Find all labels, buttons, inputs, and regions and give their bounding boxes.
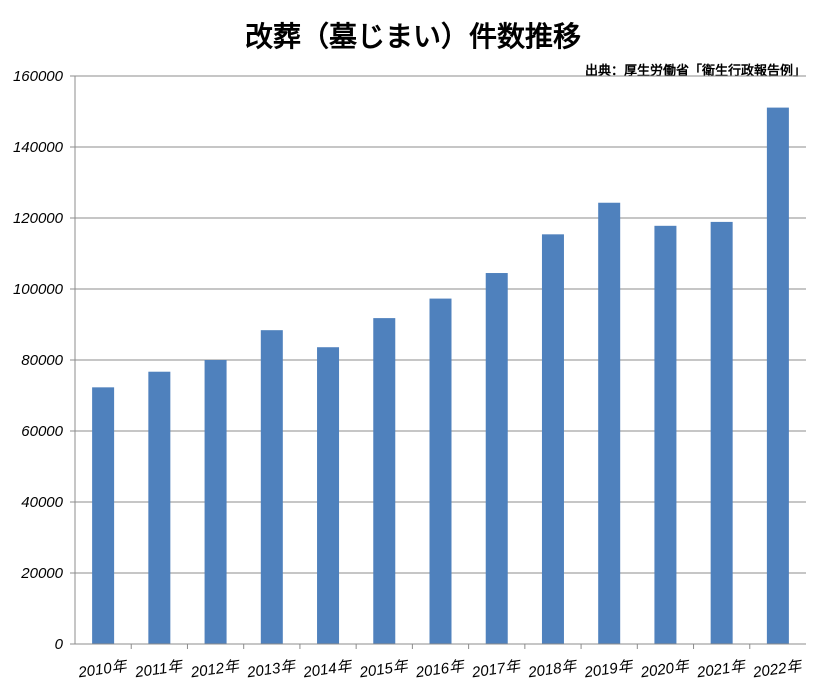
y-tick-label: 120000 — [13, 210, 64, 227]
bar-2019年 — [598, 202, 621, 645]
bars — [92, 107, 789, 645]
bar-2022年 — [766, 107, 789, 645]
x-tick-label: 2012年 — [189, 657, 242, 681]
y-tick-label: 80000 — [21, 352, 63, 369]
y-tick-label: 160000 — [13, 68, 64, 85]
x-tick-label: 2021年 — [695, 657, 748, 681]
x-tick-label: 2015年 — [358, 657, 411, 681]
x-tick-label: 2010年 — [76, 657, 129, 681]
bar-2012年 — [204, 360, 227, 644]
bar-2014年 — [317, 347, 340, 644]
y-tick-label: 140000 — [13, 139, 64, 156]
x-axis-tick-labels: 2010年 2011年 2012年 2013年 2014年 2015年 2016年 2017年… — [76, 657, 804, 681]
chart-source-note: 出典：厚生労働省「衛生行政報告例」 — [585, 63, 806, 79]
bar-2013年 — [260, 330, 283, 644]
x-tick-label: 2019年 — [582, 657, 635, 681]
bar-2017年 — [485, 273, 508, 644]
y-tick-label: 20000 — [20, 565, 63, 582]
bar-2018年 — [541, 234, 564, 644]
bar-2021年 — [710, 221, 733, 644]
bar-2020年 — [654, 225, 677, 644]
x-tick-label: 2020年 — [639, 657, 692, 681]
y-tick-label: 60000 — [21, 423, 63, 440]
y-tick-label: 0 — [55, 636, 64, 653]
x-tick-label: 2017年 — [470, 657, 523, 681]
bar-2011年 — [148, 371, 171, 644]
x-tick-label: 2018年 — [526, 657, 579, 681]
chart-title: 改葬（墓じまい）件数推移 — [245, 20, 581, 53]
x-tick-label: 2011年 — [133, 658, 185, 682]
bar-2015年 — [373, 318, 396, 644]
x-tick-label: 2014年 — [301, 657, 354, 681]
x-tick-label: 2022年 — [751, 657, 804, 681]
bar-2010年 — [92, 387, 115, 644]
y-tick-label: 100000 — [13, 281, 64, 298]
x-tick-label: 2016年 — [414, 657, 467, 681]
y-tick-label: 40000 — [21, 494, 63, 511]
bar-2016年 — [429, 298, 452, 644]
y-axis-tick-labels: 0 20000 40000 60000 80000 100000 120000 140000 1… — [13, 68, 75, 653]
x-tick-label: 2013年 — [245, 657, 298, 681]
